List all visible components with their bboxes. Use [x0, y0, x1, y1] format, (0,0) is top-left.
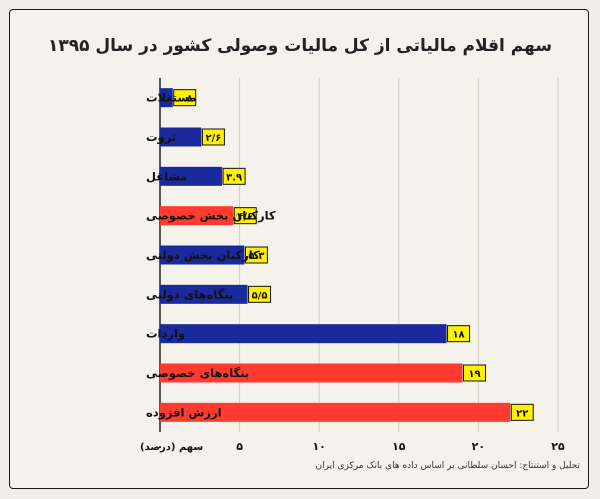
category-label-3: مشاغل [146, 169, 187, 183]
x-tick-label-5: ۵ [236, 440, 243, 453]
category-label-8: بنگاه‌های خصوصی [146, 366, 249, 381]
value-box-1 [173, 89, 197, 107]
bar-1 [160, 88, 173, 108]
value-label-4: ۴/۶ [237, 212, 253, 223]
value-label-3: ۳.۹ [226, 172, 242, 183]
value-box-4 [233, 207, 257, 225]
bar-3 [160, 166, 223, 186]
category-label-4: کارکنان بخش خصوصی [146, 209, 276, 224]
bar-5 [160, 245, 245, 265]
bar-9 [160, 402, 511, 422]
chart-title: سهم اقلام مالیاتی از کل مالیات وصولی کشو… [47, 36, 553, 56]
category-label-2: ثروت [146, 130, 176, 145]
value-box-6 [248, 285, 272, 303]
bar-2 [160, 127, 202, 147]
bar-4 [160, 206, 234, 226]
value-label-8: ۱۹ [468, 369, 480, 380]
bar-8 [160, 363, 463, 383]
source-credit: تحلیل و استنتاج: احسان سلطانی بر اساس دا… [315, 461, 581, 471]
x-tick-label-15: ۱۵ [392, 440, 406, 453]
value-label-1: ۰.۸ [177, 94, 193, 105]
x-tick-label-20: ۲۰ [472, 440, 485, 453]
bar-6 [160, 284, 248, 304]
value-box-7 [447, 325, 471, 343]
x-axis-label: سهم (درصد) [140, 442, 203, 453]
x-tick-label-0: ۰ [157, 440, 164, 453]
category-label-1: مستغلات [146, 91, 196, 105]
value-box-3 [222, 167, 246, 185]
category-label-5: کارکنان بخش دولتی [146, 248, 260, 263]
value-label-2: ۲/۶ [205, 133, 221, 144]
bar-7 [160, 324, 447, 344]
value-label-7: ۱۸ [452, 330, 464, 341]
value-label-9: ۲۲ [516, 408, 528, 419]
value-box-2 [201, 128, 225, 146]
value-label-6: ۵/۵ [252, 290, 268, 301]
category-label-6: بنگاه‌های دولتی [146, 287, 233, 302]
value-box-9 [510, 403, 534, 421]
value-label-5: ۵.۳ [248, 251, 264, 262]
value-box-5 [244, 246, 268, 264]
x-tick-label-25: ۲۵ [551, 440, 565, 453]
x-tick-label-10: ۱۰ [312, 440, 325, 453]
category-label-9: ارزش افزوده [146, 405, 222, 420]
category-label-7: واردات [146, 327, 185, 342]
value-box-8 [462, 364, 486, 382]
